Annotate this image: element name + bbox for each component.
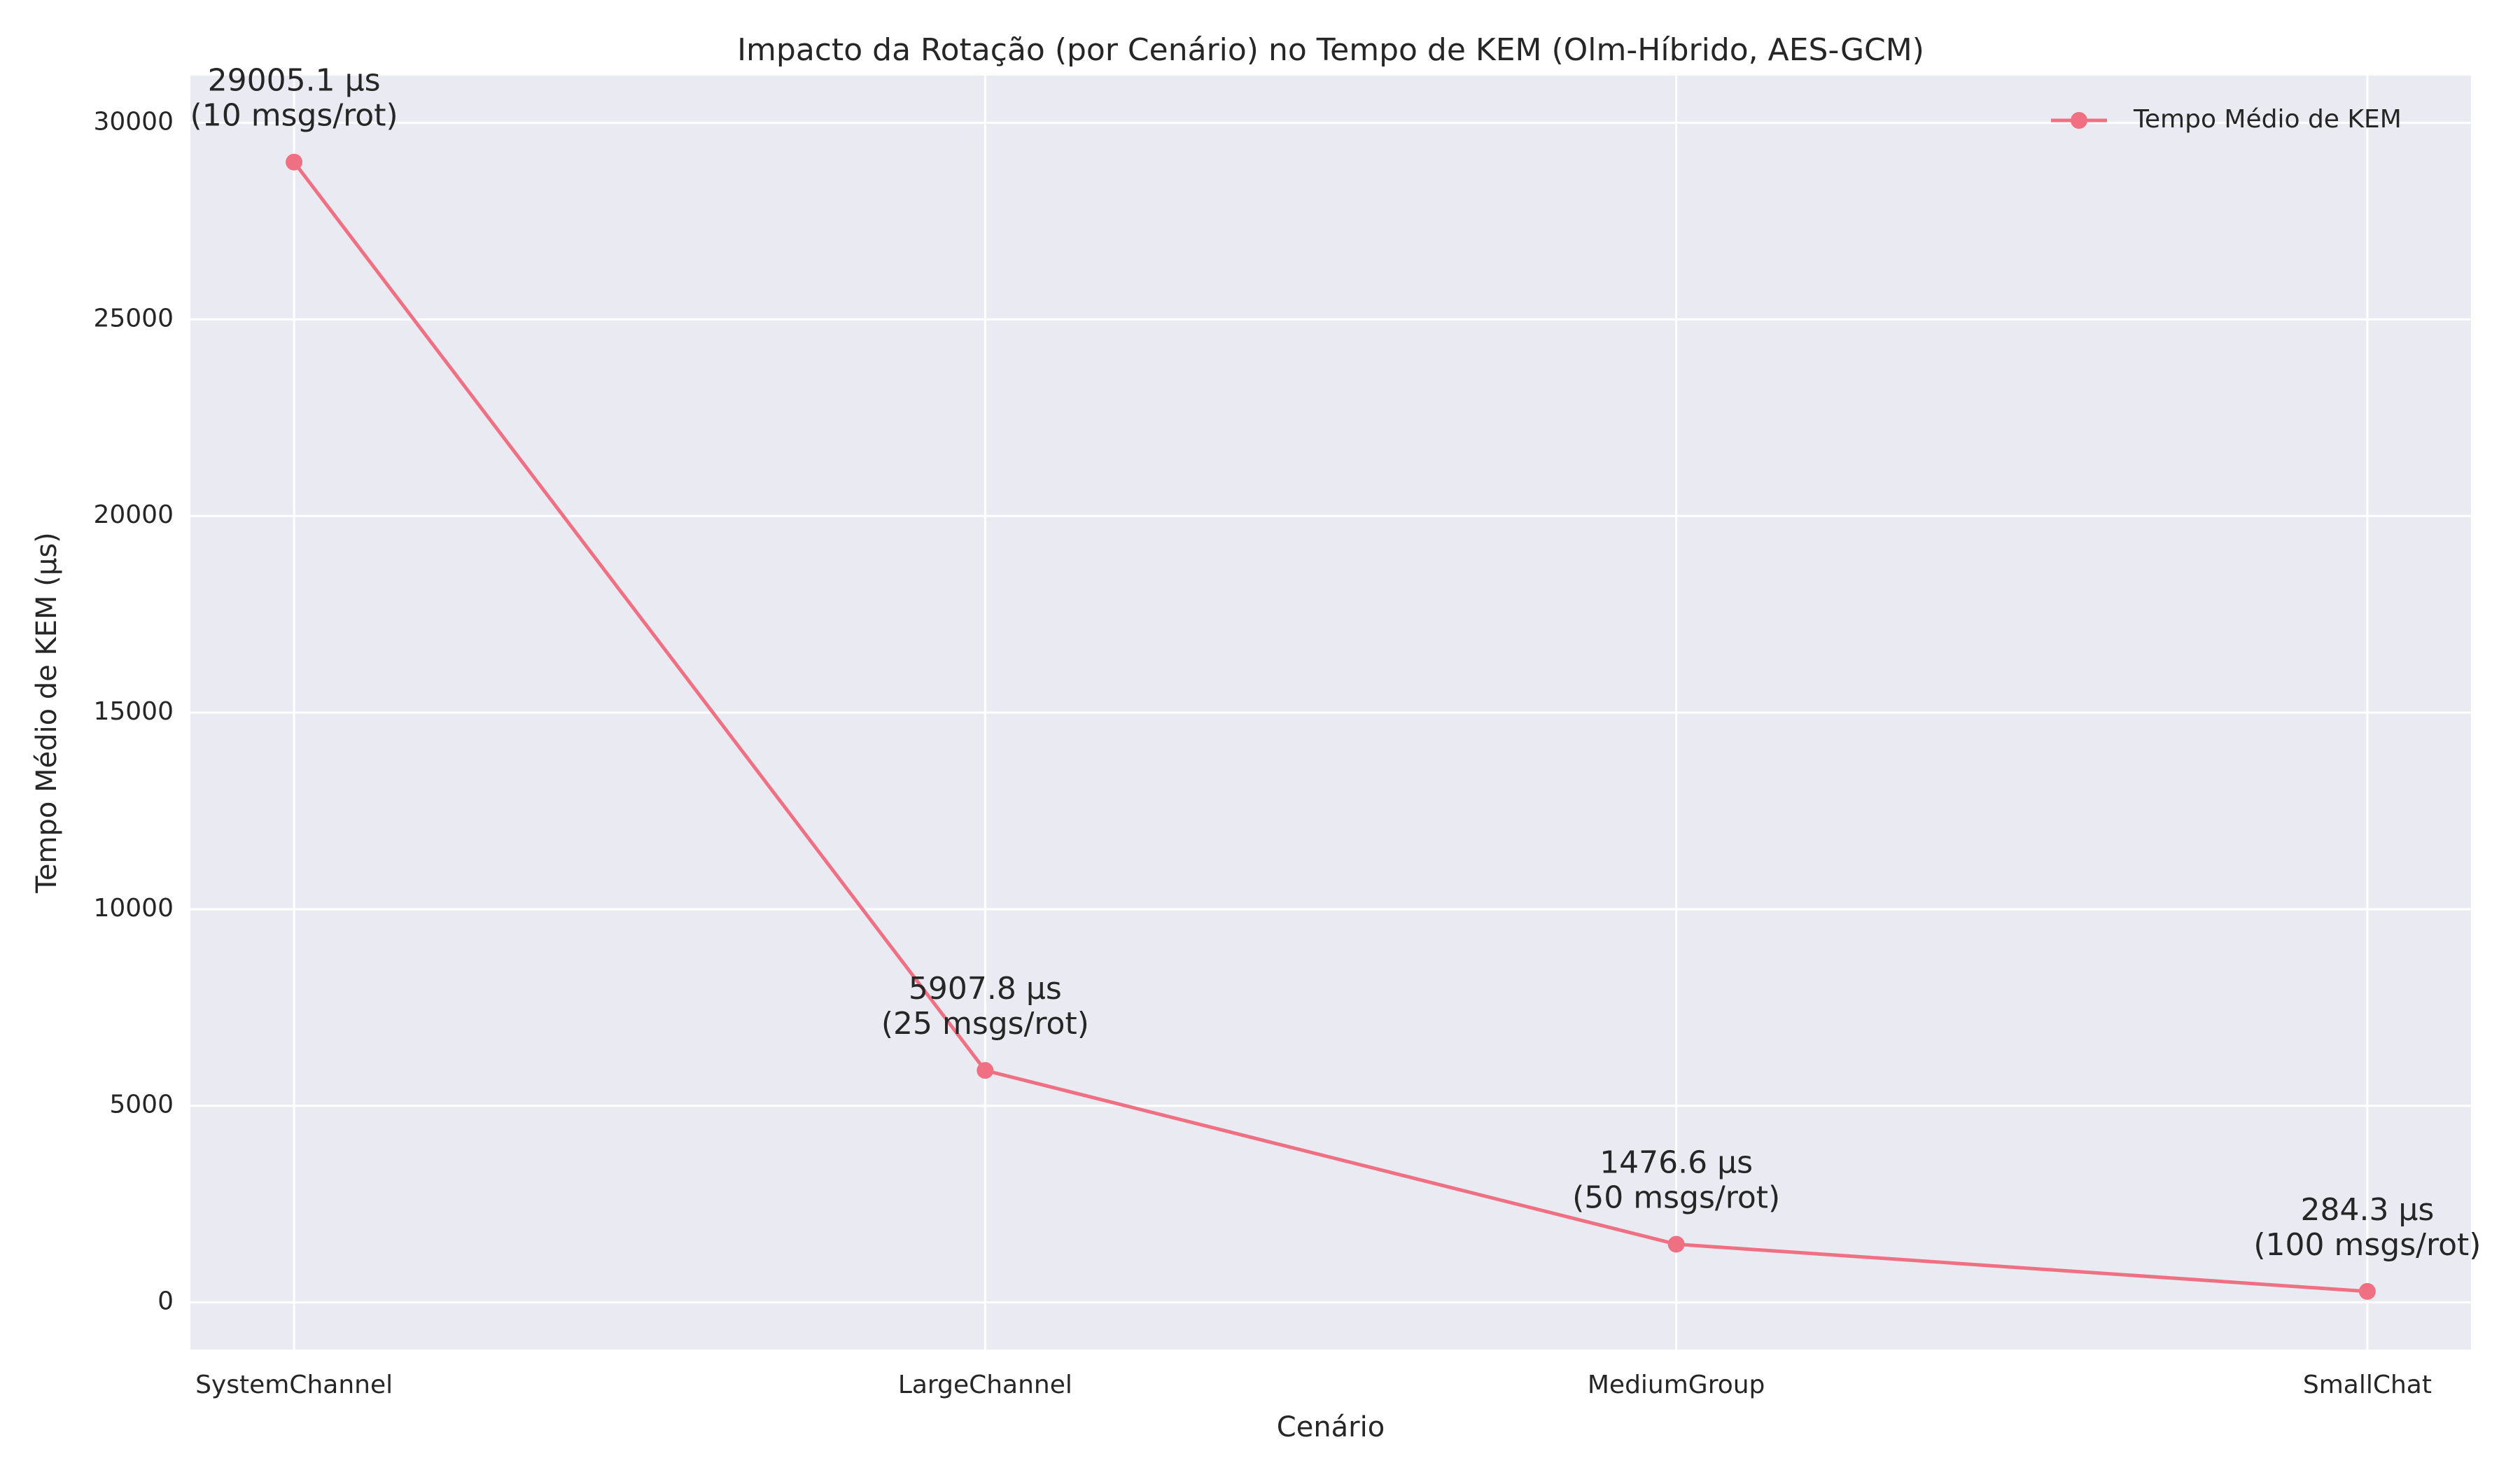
data-label: 5907.8 µs (25 msgs/rot)	[881, 971, 1089, 1042]
chart-title: Impacto da Rotação (por Cenário) no Temp…	[737, 32, 1924, 68]
x-tick-label: SystemChannel	[195, 1371, 393, 1399]
y-tick-label: 5000	[109, 1091, 174, 1119]
data-point	[2358, 1282, 2376, 1300]
axis-ticks: 0 5000 10000 15000 20000 25000 30000 SystemChan…	[93, 107, 2432, 1399]
y-tick-label: 15000	[93, 697, 174, 726]
y-tick-label: 0	[158, 1287, 174, 1316]
data-label-line: 284.3 µs	[2300, 1192, 2434, 1228]
data-point	[976, 1062, 994, 1079]
data-label-line: 5907.8 µs	[909, 971, 1062, 1007]
data-point	[286, 153, 303, 171]
y-axis-label: Tempo Médio de KEM (µs)	[31, 532, 63, 894]
legend: Tempo Médio de KEM	[2051, 105, 2402, 134]
y-tick-label: 25000	[93, 304, 174, 332]
data-label-line: (100 msgs/rot)	[2253, 1227, 2481, 1263]
series-layer	[286, 153, 2376, 1300]
data-label: 1476.6 µs (50 msgs/rot)	[1572, 1144, 1780, 1215]
data-label-line: 29005.1 µs	[208, 63, 381, 99]
x-tick-label: SmallChat	[2303, 1371, 2432, 1399]
data-label-line: (50 msgs/rot)	[1572, 1180, 1780, 1215]
x-tick-label: LargeChannel	[898, 1371, 1072, 1399]
data-label-line: (10 msgs/rot)	[190, 98, 398, 134]
data-label-line: 1476.6 µs	[1600, 1144, 1753, 1180]
data-label: 284.3 µs (100 msgs/rot)	[2253, 1192, 2481, 1263]
y-tick-label: 30000	[93, 107, 174, 136]
x-tick-label: MediumGroup	[1588, 1371, 1765, 1399]
data-label: 29005.1 µs (10 msgs/rot)	[190, 63, 398, 134]
data-label-line: (25 msgs/rot)	[881, 1006, 1089, 1042]
data-point	[1667, 1236, 1685, 1253]
y-tick-label: 10000	[93, 894, 174, 923]
y-tick-label: 20000	[93, 500, 174, 529]
series-line	[293, 161, 2368, 1294]
legend-label: Tempo Médio de KEM	[2133, 105, 2402, 134]
legend-marker	[2071, 112, 2087, 129]
data-labels: 29005.1 µs (10 msgs/rot) 5907.8 µs (25 msgs…	[190, 63, 2482, 1263]
grid-lines	[190, 76, 2471, 1350]
x-axis-label: Cenário	[1277, 1411, 1385, 1443]
